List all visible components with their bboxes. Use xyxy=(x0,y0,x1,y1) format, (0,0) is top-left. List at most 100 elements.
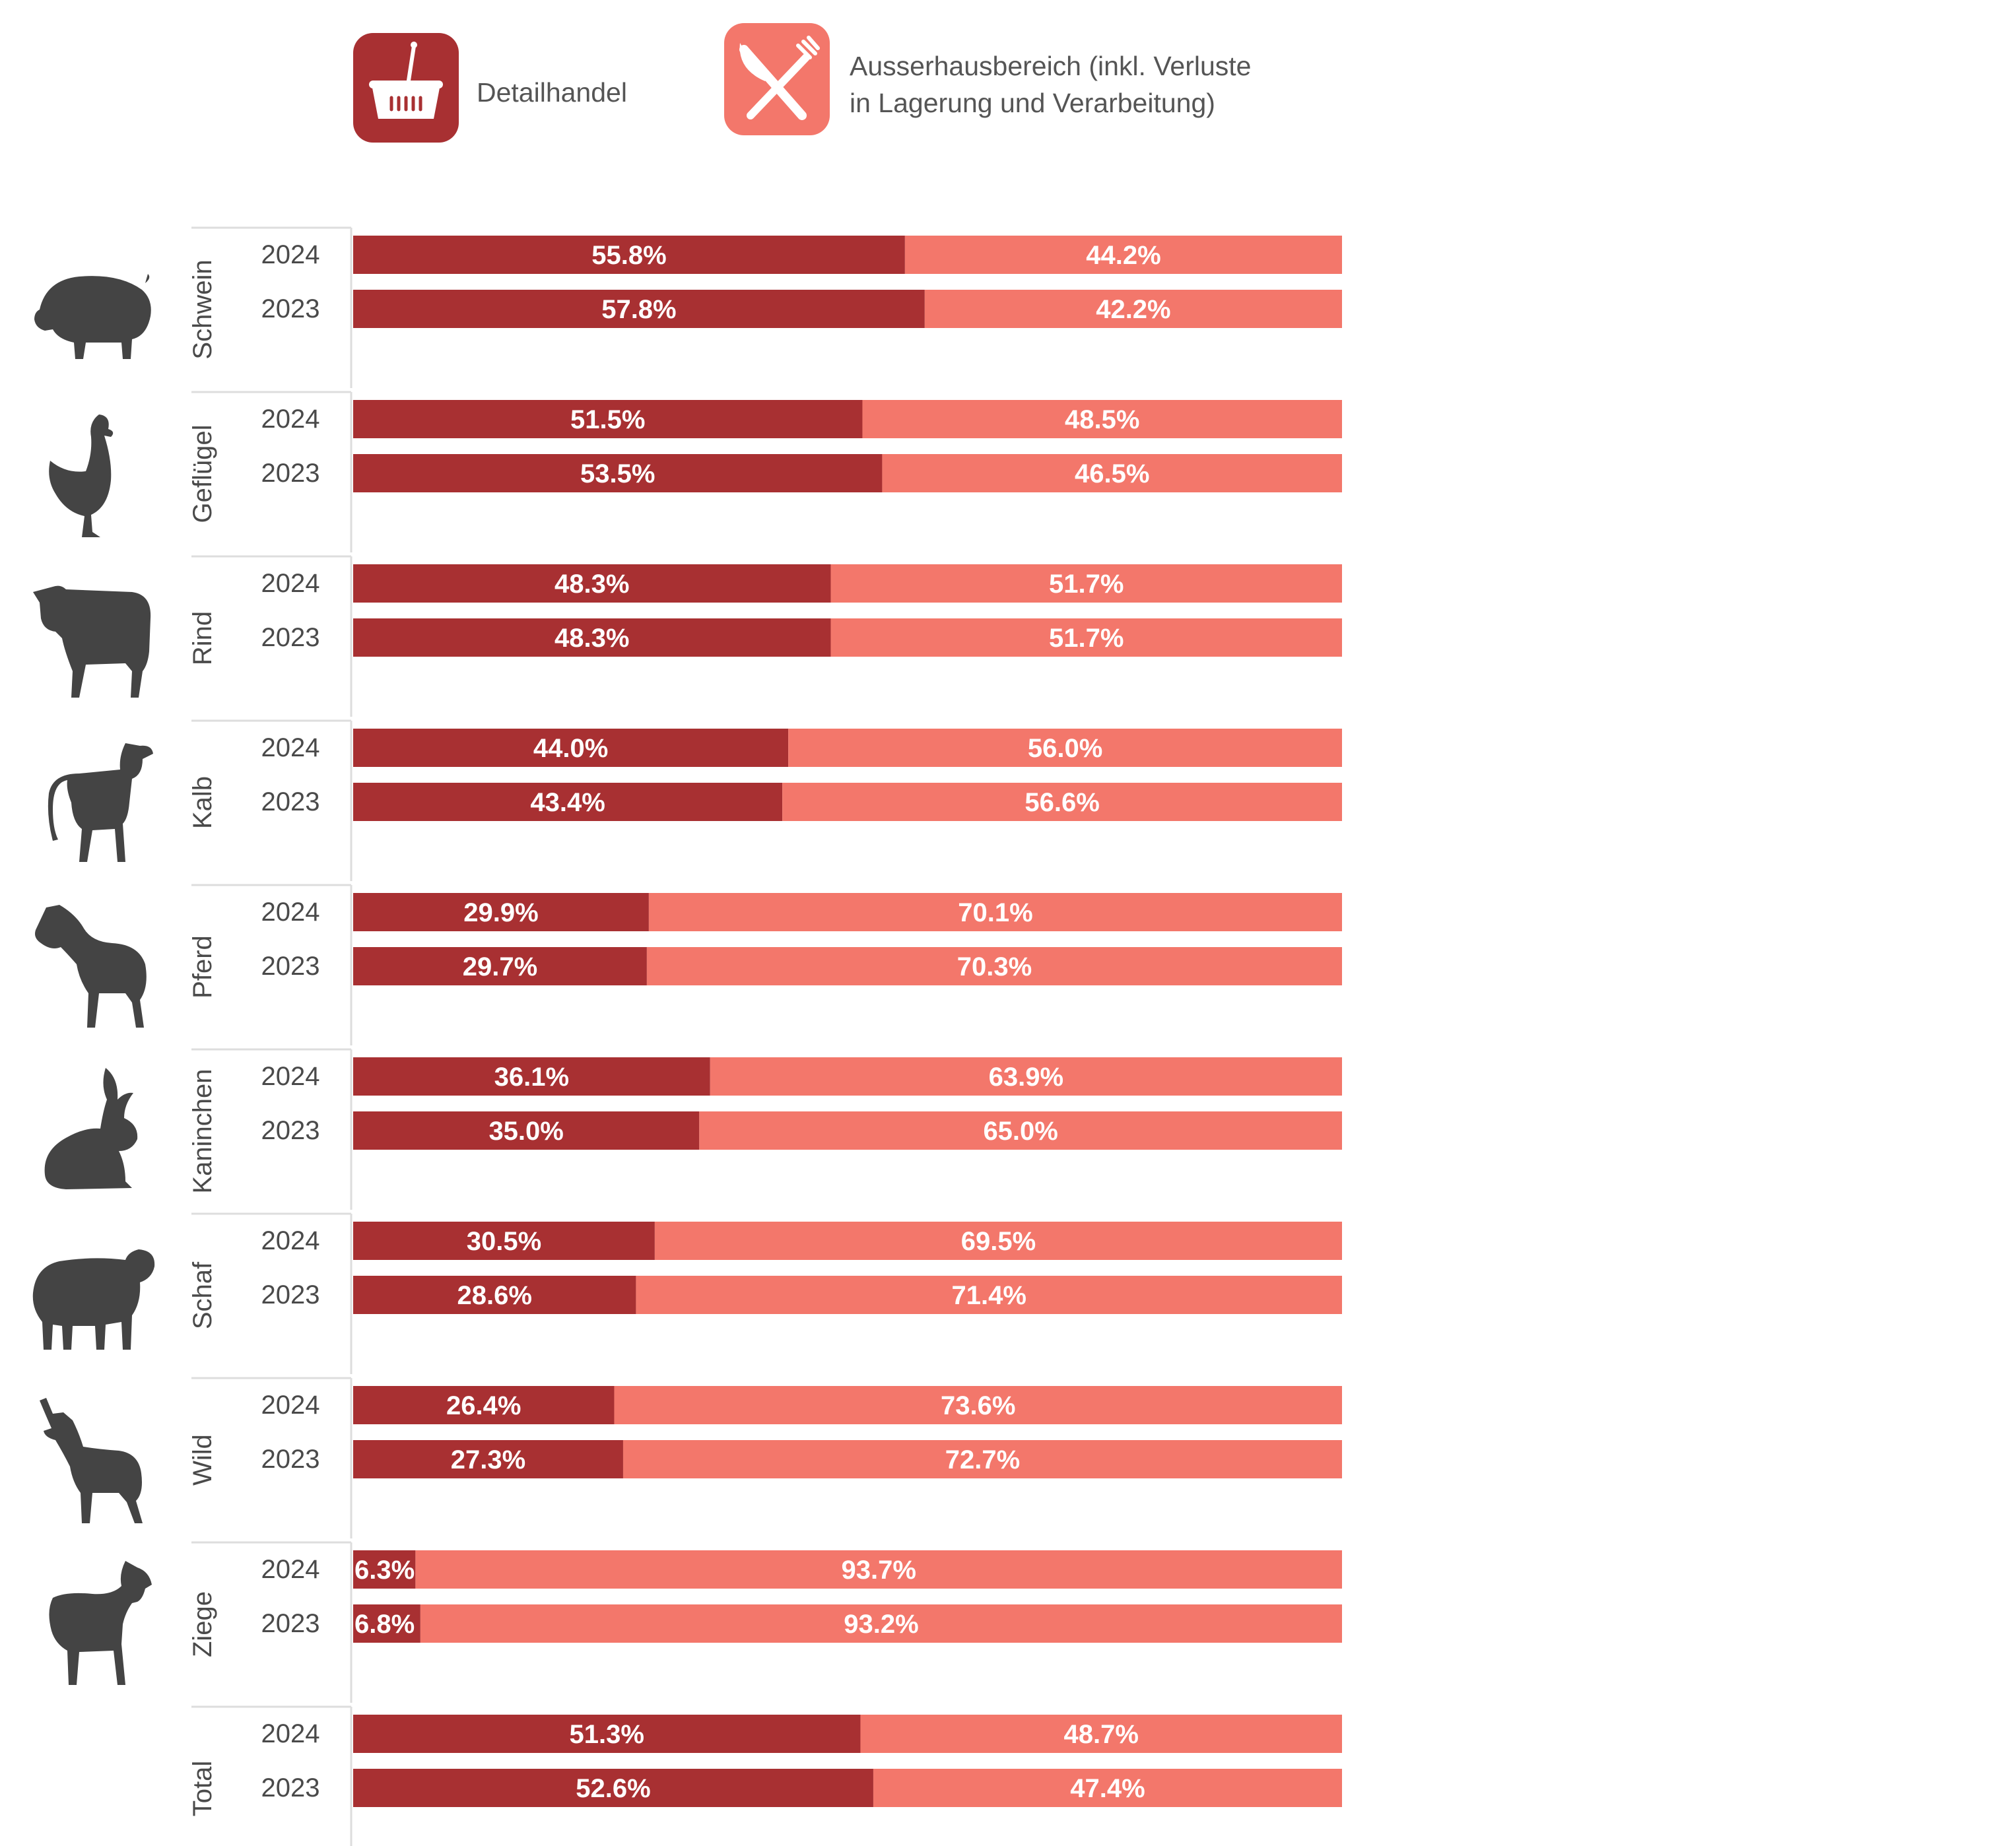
year-label: 2024 xyxy=(261,569,320,598)
bar-detailhandel xyxy=(353,290,925,328)
rabbit-icon-shape xyxy=(44,1068,138,1189)
data-label-detailhandel: 36.1% xyxy=(494,1063,569,1092)
bar-ausserhaus xyxy=(710,1057,1342,1096)
shopping-basket-icon xyxy=(353,33,459,143)
bar-ausserhaus xyxy=(420,1604,1342,1643)
bar-ausserhaus xyxy=(699,1111,1342,1150)
bar-ausserhaus xyxy=(654,1222,1342,1260)
bar-detailhandel xyxy=(353,1111,700,1150)
sheep-icon xyxy=(32,1249,155,1350)
year-label: 2024 xyxy=(261,1391,320,1420)
sheep-icon-shape xyxy=(32,1249,155,1350)
bar-detailhandel xyxy=(353,1715,861,1753)
data-label-ausserhaus: 65.0% xyxy=(983,1117,1058,1146)
year-label: 2023 xyxy=(261,952,320,981)
bar-detailhandel xyxy=(353,564,831,603)
group-rind: Rind 2024 48.3% 51.7% 2023 48.3% 51.7% xyxy=(33,555,1342,717)
bar-detailhandel xyxy=(353,1386,615,1424)
category-label: Total xyxy=(188,1761,217,1817)
bar-ausserhaus xyxy=(924,290,1342,328)
year-label: 2024 xyxy=(261,1719,320,1748)
year-label: 2023 xyxy=(261,459,320,488)
bar-ausserhaus xyxy=(622,1440,1342,1478)
group-schwein: Schwein 2024 55.8% 44.2% 2023 57.8% 42.2% xyxy=(34,226,1342,388)
bar-detailhandel xyxy=(353,1440,623,1478)
calf-icon-shape xyxy=(48,743,153,862)
year-label: 2024 xyxy=(261,240,320,269)
bar-detailhandel xyxy=(353,947,647,985)
bar-ausserhaus xyxy=(862,400,1342,438)
data-label-ausserhaus: 56.0% xyxy=(1028,734,1102,763)
bar-detailhandel xyxy=(353,1769,873,1807)
data-label-ausserhaus: 42.2% xyxy=(1096,295,1170,324)
data-label-detailhandel: 51.5% xyxy=(570,405,645,434)
deer-icon xyxy=(40,1398,143,1523)
goat-icon xyxy=(49,1561,152,1685)
category-label: Kaninchen xyxy=(188,1069,217,1193)
chicken-icon xyxy=(49,414,114,537)
bar-detailhandel xyxy=(353,400,863,438)
bar-ausserhaus xyxy=(860,1715,1342,1753)
legend-ausserhaus-swatch xyxy=(724,23,830,135)
bar-detailhandel xyxy=(353,1276,636,1314)
group-pferd: Pferd 2024 29.9% 70.1% 2023 29.7% 70.3% xyxy=(35,884,1342,1045)
data-label-detailhandel: 52.6% xyxy=(576,1774,650,1803)
year-label: 2024 xyxy=(261,1226,320,1255)
group-wild: Wild 2024 26.4% 73.6% 2023 27.3% 72.7% xyxy=(40,1377,1343,1538)
horse-icon xyxy=(35,905,147,1028)
bar-detailhandel xyxy=(353,1222,655,1260)
data-label-ausserhaus: 51.7% xyxy=(1049,624,1124,653)
year-label: 2023 xyxy=(261,294,320,323)
data-label-ausserhaus: 93.2% xyxy=(844,1610,918,1639)
category-label: Schaf xyxy=(188,1261,217,1329)
year-label: 2023 xyxy=(261,1280,320,1309)
year-label: 2024 xyxy=(261,1555,320,1584)
data-label-ausserhaus: 56.6% xyxy=(1025,788,1099,817)
data-label-ausserhaus: 46.5% xyxy=(1075,459,1149,488)
data-label-detailhandel: 44.0% xyxy=(533,734,608,763)
category-label: Wild xyxy=(188,1434,217,1486)
cow-icon-shape xyxy=(33,585,151,698)
data-label-detailhandel: 43.4% xyxy=(530,788,605,817)
data-label-ausserhaus: 70.3% xyxy=(957,952,1032,981)
bar-detailhandel xyxy=(353,236,905,274)
bar-ausserhaus xyxy=(788,729,1342,767)
group-schaf: Schaf 2024 30.5% 69.5% 2023 28.6% 71.4% xyxy=(32,1212,1342,1374)
data-label-detailhandel: 48.3% xyxy=(554,624,629,653)
category-label: Schwein xyxy=(188,259,217,359)
category-label: Ziege xyxy=(188,1591,217,1657)
legend-detailhandel-swatch xyxy=(353,33,459,143)
bar-ausserhaus xyxy=(636,1276,1342,1314)
data-label-detailhandel: 55.8% xyxy=(591,241,666,270)
data-label-detailhandel: 29.7% xyxy=(463,952,537,981)
year-label: 2023 xyxy=(261,1445,320,1474)
bar-ausserhaus xyxy=(782,783,1342,821)
bar-ausserhaus xyxy=(830,564,1342,603)
bar-ausserhaus xyxy=(415,1550,1342,1589)
group-ziege: Ziege 2024 6.3% 93.7% 2023 6.8% 93.2% xyxy=(49,1541,1342,1703)
category-label: Rind xyxy=(188,611,217,665)
bar-detailhandel xyxy=(353,893,649,931)
year-label: 2023 xyxy=(261,623,320,652)
category-label: Geflügel xyxy=(188,425,217,523)
deer-icon-shape xyxy=(40,1398,143,1523)
group-kaninchen: Kaninchen 2024 36.1% 63.9% 2023 35.0% 65.0% xyxy=(44,1048,1342,1210)
chicken-icon-shape xyxy=(49,414,114,537)
goat-icon-shape xyxy=(49,1561,152,1685)
rabbit-icon xyxy=(44,1068,138,1189)
data-label-ausserhaus: 48.7% xyxy=(1064,1720,1139,1749)
legend-ausserhaus-label: Ausserhausbereich (inkl. Verluste in Lag… xyxy=(850,48,1251,121)
data-label-ausserhaus: 93.7% xyxy=(841,1556,916,1585)
data-label-detailhandel: 6.3% xyxy=(354,1556,415,1585)
bar-detailhandel xyxy=(353,1604,420,1643)
bar-ausserhaus xyxy=(614,1386,1343,1424)
year-label: 2024 xyxy=(261,898,320,927)
data-label-detailhandel: 27.3% xyxy=(451,1445,525,1474)
bar-ausserhaus xyxy=(882,454,1342,492)
fork-knife-icon xyxy=(724,23,830,135)
year-label: 2023 xyxy=(261,1773,320,1802)
data-label-ausserhaus: 73.6% xyxy=(941,1391,1015,1420)
legend-ausserhaus-label-line1: Ausserhausbereich (inkl. Verluste xyxy=(850,51,1252,81)
bar-detailhandel xyxy=(353,618,831,657)
